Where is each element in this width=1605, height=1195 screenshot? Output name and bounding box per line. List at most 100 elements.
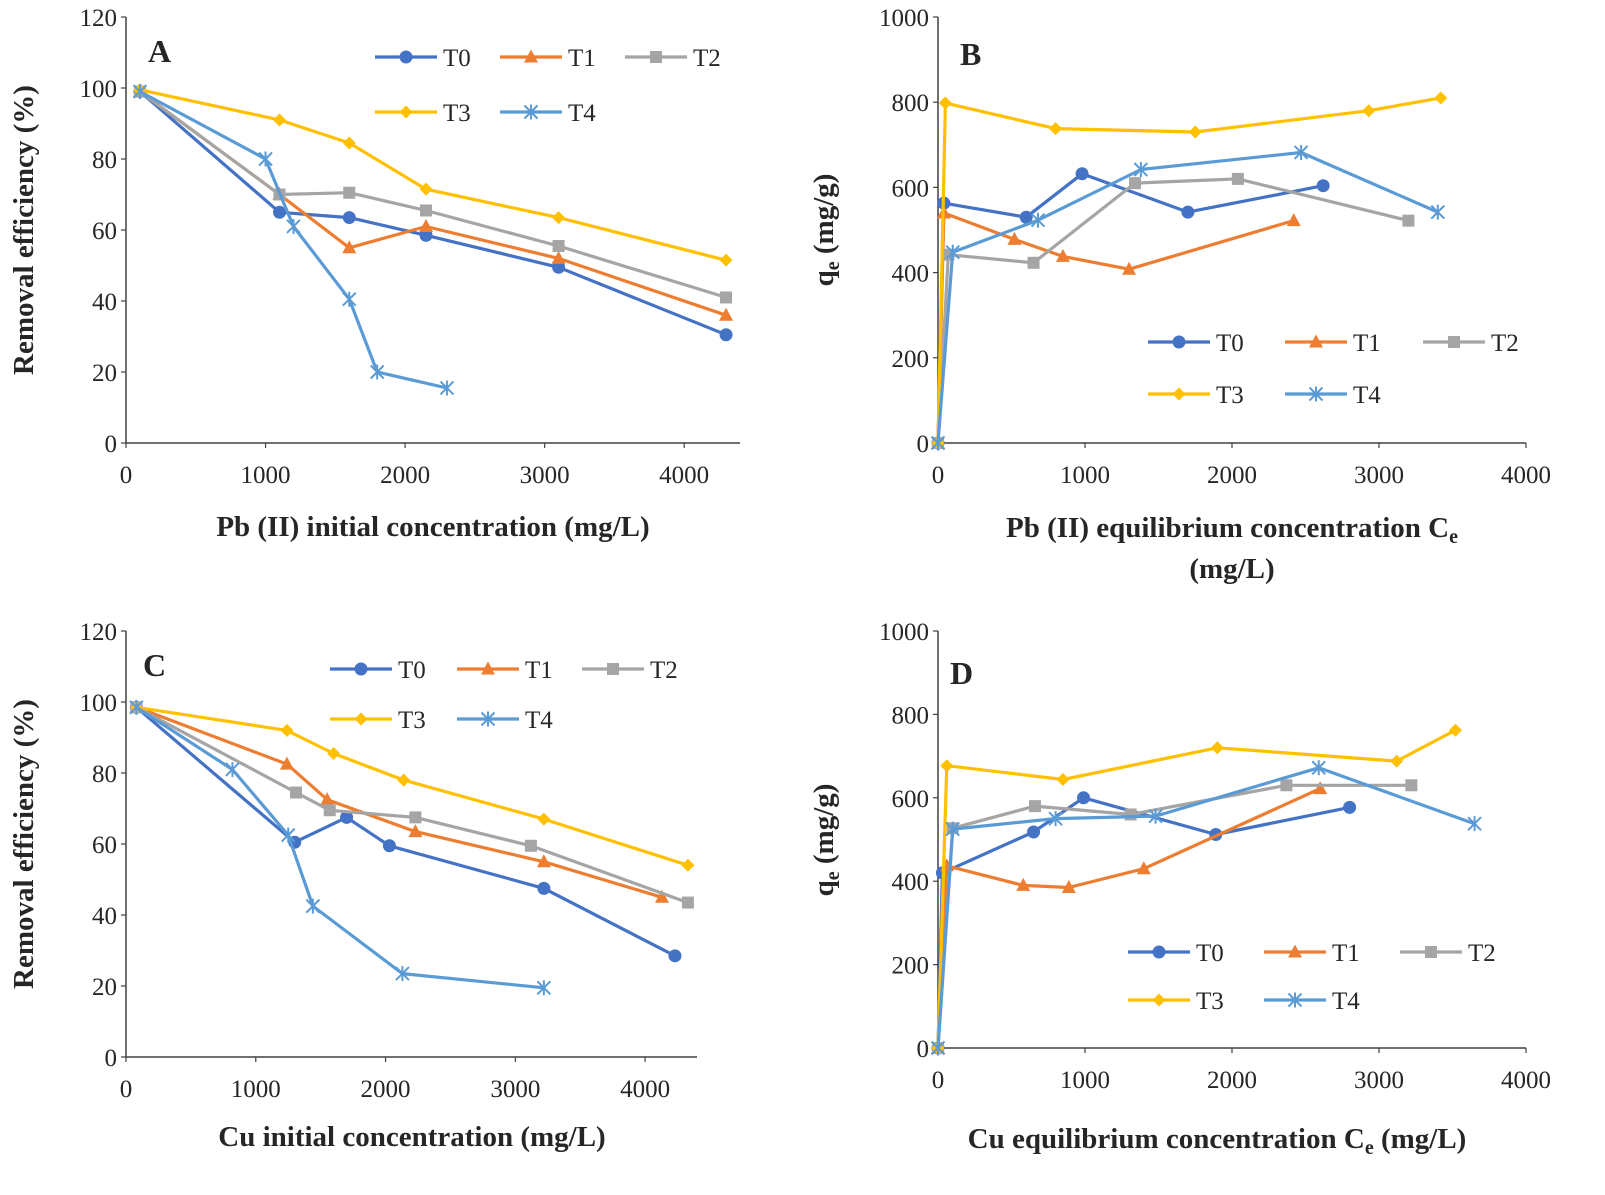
panel-d-legend-t0-marker bbox=[1152, 945, 1166, 959]
panel-a-y-tick-label: 40 bbox=[92, 289, 117, 316]
panel-d-x-tick-label: 0 bbox=[932, 1067, 945, 1094]
panel-c-series-t2-point bbox=[409, 811, 422, 824]
panel-b-series-t1-point bbox=[1286, 213, 1301, 227]
panel-a-series-t4-point bbox=[439, 380, 455, 396]
panel-d-series-t0-point bbox=[1027, 825, 1041, 839]
panel-c-series-t4-point bbox=[225, 761, 240, 777]
panel-a-x-tick-label: 1000 bbox=[241, 462, 291, 489]
panel-a-series-t3-point bbox=[552, 211, 566, 225]
panel-d-legend-t3-marker bbox=[1152, 993, 1166, 1007]
panel-b-y-tick-label: 200 bbox=[892, 346, 930, 373]
panel-d-x-axis-title-units: (mg/L) bbox=[1374, 1123, 1467, 1155]
panel-d-label: D bbox=[950, 655, 973, 691]
panel-b-x-tick-label: 4000 bbox=[1501, 462, 1551, 489]
panel-d-series-t1-point bbox=[1016, 877, 1031, 891]
panel-c-legend-t0-marker bbox=[354, 662, 368, 676]
panel-a-series-t2-line bbox=[139, 90, 727, 299]
panel-a-legend-t2-label: T2 bbox=[693, 45, 721, 72]
panel-d-series-t3-point bbox=[1448, 723, 1462, 737]
panel-a-series-t3-point bbox=[342, 136, 356, 150]
panel-a-y-tick-label: 20 bbox=[92, 360, 117, 387]
panel-d-legend-t4-label: T4 bbox=[1332, 988, 1360, 1015]
panel-d-series-t4-point bbox=[930, 1040, 946, 1056]
panel-d-series-t4-point bbox=[945, 821, 960, 837]
panel-b-x-axis-title-units: (mg/L) bbox=[1189, 553, 1274, 585]
panel-b-series-t3-line bbox=[936, 96, 1441, 444]
panel-b-x-axis-title: Pb (II) equilibrium concentration Ce bbox=[1006, 512, 1458, 548]
panel-d-series-t1-point bbox=[1061, 879, 1076, 893]
panel-b-x-axis-title-subscript: e bbox=[1449, 526, 1458, 548]
panel-b-series-t3-point bbox=[1362, 104, 1376, 118]
panel-c-legend-t3-marker bbox=[354, 712, 368, 726]
panel-b-legend-t2-marker bbox=[1448, 336, 1460, 348]
panel-a-series-t0-point bbox=[552, 260, 566, 274]
panel-d-y-axis-title: qe (mg/g) bbox=[808, 784, 844, 897]
panel-b-y-axis-title-units: (mg/g) bbox=[808, 174, 840, 262]
panel-c-series-t3-point bbox=[397, 773, 411, 787]
panel-b-x-tick-label: 2000 bbox=[1207, 462, 1257, 489]
panel-b-legend-t3-marker bbox=[1172, 387, 1186, 401]
chart-panel-a: 0 20 40 60 80 100 120 0 1000 2000 3000 4000 A Pb (II)… bbox=[8, 5, 740, 543]
panel-a-series-t3-point bbox=[419, 182, 433, 196]
panel-a-x-tick-label: 4000 bbox=[659, 462, 709, 489]
panel-d-series-t2-point bbox=[1029, 800, 1042, 813]
panel-c-label: C bbox=[143, 647, 166, 683]
panel-a-series-t0-point bbox=[419, 228, 433, 242]
panel-c-series-t0-line bbox=[135, 706, 676, 958]
panel-c-x-tick-label: 0 bbox=[120, 1076, 133, 1103]
panel-b-series-t0-point bbox=[1075, 167, 1089, 181]
panel-d-y-axis-title-main: q bbox=[808, 880, 840, 896]
panel-a-series-t4-point bbox=[258, 151, 273, 167]
panel-a-x-axis-title: Pb (II) initial concentration (mg/L) bbox=[216, 511, 649, 543]
panel-b-series-t2-point bbox=[1231, 172, 1244, 185]
panel-c-series-t1-point bbox=[654, 889, 669, 903]
panel-b-series-t4-point bbox=[1133, 162, 1149, 178]
panel-c-series-t3-point bbox=[537, 812, 551, 826]
panel-a-label: A bbox=[148, 33, 171, 69]
panel-a-series-t2-point bbox=[552, 239, 565, 252]
panel-a-series-t0-line bbox=[138, 90, 727, 337]
panel-d-y-axis-title-units: (mg/g) bbox=[808, 784, 840, 872]
panel-c-series-t3-point bbox=[681, 858, 695, 872]
panel-c-series-t4-line bbox=[135, 705, 545, 990]
panel-d-series-t4-point bbox=[1148, 808, 1163, 824]
panel-b-series-t4-line bbox=[936, 150, 1439, 444]
panel-a-legend-t3-label: T3 bbox=[443, 100, 471, 127]
panel-d-series-t4-point bbox=[1048, 811, 1063, 827]
panel-c-legend-t1-label: T1 bbox=[525, 657, 553, 684]
panel-b-y-tick-label: 1000 bbox=[879, 5, 929, 32]
panel-b-y-axis-title-main: q bbox=[808, 270, 840, 286]
panel-c-y-tick-label: 40 bbox=[92, 903, 117, 930]
panel-c-series-t2-point bbox=[524, 839, 537, 852]
panel-b-y-tick-label: 0 bbox=[917, 431, 930, 458]
panel-a-series-t3-line bbox=[139, 88, 727, 262]
chart-panel-d: 0 200 400 600 800 1000 0 1000 2000 3000 4000 D Cu eq… bbox=[808, 619, 1551, 1159]
panel-a-series-t4-point bbox=[286, 218, 301, 234]
panel-c-x-tick-label: 4000 bbox=[620, 1076, 670, 1103]
panel-c-x-tick-label: 1000 bbox=[231, 1076, 281, 1103]
panel-b-y-tick-label: 400 bbox=[892, 261, 930, 288]
panel-c-series-t0-point bbox=[537, 881, 551, 895]
panel-c-legend-t0-label: T0 bbox=[398, 657, 426, 684]
panel-d-legend-t2-label: T2 bbox=[1468, 940, 1496, 967]
panel-a-x-tick-label: 2000 bbox=[380, 462, 430, 489]
panel-d-x-tick-label: 1000 bbox=[1060, 1067, 1110, 1094]
panel-c-legend-t1-marker bbox=[481, 661, 495, 675]
panel-d-series-t3-line bbox=[936, 728, 1457, 1049]
panel-a-series-t3-point bbox=[719, 253, 733, 267]
panel-a-y-tick-label: 60 bbox=[92, 218, 117, 245]
panel-a-legend-t4-marker bbox=[523, 104, 539, 120]
panel-c-legend-t2-marker bbox=[607, 663, 619, 675]
panel-b-series-t3-point bbox=[1188, 125, 1202, 139]
panel-c-y-tick-label: 80 bbox=[92, 761, 117, 788]
panel-c-series-t4-point bbox=[536, 980, 552, 996]
panel-d-legend-t4-marker bbox=[1287, 992, 1303, 1008]
panel-c-series-t4-point bbox=[281, 827, 296, 843]
panel-d-series-t3-point bbox=[1210, 741, 1224, 755]
panel-b-series-t3-point bbox=[1049, 122, 1063, 136]
panel-b-legend-t1-marker bbox=[1309, 334, 1323, 348]
panel-b-series-t3-point bbox=[1434, 91, 1448, 105]
panel-a-x-tick-label: 3000 bbox=[520, 462, 570, 489]
panel-a-series-t0-point bbox=[273, 205, 286, 219]
panel-b-series-t4-point bbox=[1430, 204, 1446, 220]
